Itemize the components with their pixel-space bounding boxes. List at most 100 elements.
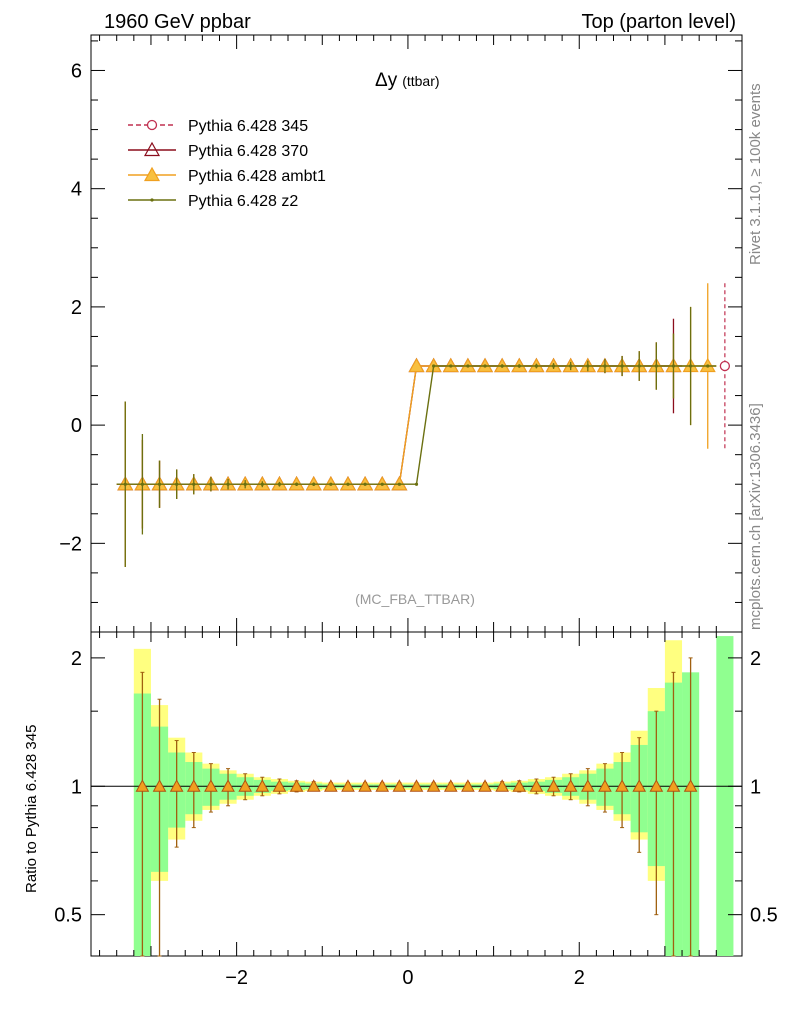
series-pythia-6-428-z2-point xyxy=(380,482,384,486)
ratio-point xyxy=(306,779,321,792)
legend-marker xyxy=(143,166,161,182)
series-pythia-6-428-z2-point xyxy=(517,364,521,368)
ratio-point xyxy=(409,779,424,792)
ratio-point xyxy=(238,779,253,792)
ratio-point xyxy=(135,779,150,792)
header-right-label: Top (parton level) xyxy=(581,11,736,33)
legend: Pythia 6.428 345 Pythia 6.428 370 Pythia 6… xyxy=(128,118,326,210)
main-ytick-label: 6 xyxy=(71,60,82,82)
legend-marker xyxy=(150,198,154,202)
series-pythia-6-428-z2-point xyxy=(569,364,573,368)
series-pythia-6-428-z2-point xyxy=(432,364,436,368)
ratio-point xyxy=(272,779,287,792)
ratio-ytick-label-right: 2 xyxy=(750,648,761,670)
legend-label: Pythia 6.428 z2 xyxy=(188,193,298,210)
ratio-point xyxy=(512,779,527,792)
ratio-ytick-label-right: 1 xyxy=(750,776,761,798)
ratio-point xyxy=(683,779,698,792)
series-pythia-6-428-345-point xyxy=(719,360,731,372)
series-pythia-6-428-z2-point xyxy=(312,482,316,486)
series-pythia-6-428-ambt1-point xyxy=(408,357,425,373)
legend-label: Pythia 6.428 370 xyxy=(188,143,308,160)
series-pythia-6-428-z2-point xyxy=(637,364,641,368)
main-ytick-label: 2 xyxy=(71,297,82,319)
main-ytick-label: 4 xyxy=(71,179,82,201)
ratio-ylabel: Ratio to Pythia 6.428 345 xyxy=(23,725,40,893)
series-pythia-6-428-z2-point xyxy=(260,482,264,486)
legend-label: Pythia 6.428 ambt1 xyxy=(188,168,326,185)
xtick-label: 2 xyxy=(574,967,585,989)
ratio-point xyxy=(323,779,338,792)
ratio-point xyxy=(666,779,681,792)
series-pythia-6-428-z2-point xyxy=(277,482,282,486)
main-ytick-label: 0 xyxy=(71,415,82,437)
series-pythia-6-428-z2-point xyxy=(500,364,504,368)
series-pythia-6-428-z2-point xyxy=(294,482,299,486)
ratio-point xyxy=(529,779,544,792)
ratio-point xyxy=(186,779,201,792)
series-pythia-6-428-z2-point xyxy=(226,482,230,486)
ratio-point xyxy=(221,779,235,792)
series-pythia-6-428-z2-point xyxy=(620,364,624,368)
legend-label: Pythia 6.428 345 xyxy=(188,118,308,135)
ratio-point xyxy=(598,779,612,792)
series-pythia-6-428-z2-point xyxy=(654,364,658,368)
series-pythia-6-428-z2-point xyxy=(140,482,144,486)
ratio-point xyxy=(392,779,407,792)
ratio-point xyxy=(495,779,510,792)
ratio-point xyxy=(204,779,218,792)
main-ytick-label: −2 xyxy=(59,533,82,555)
xtick-label: −2 xyxy=(225,967,248,989)
xtick-label: 0 xyxy=(402,967,413,989)
plot-title: Δy (ttbar) xyxy=(375,70,440,91)
ratio-plot-frame xyxy=(90,631,743,957)
series-pythia-6-428-z2-point xyxy=(483,364,487,368)
ratio-point xyxy=(255,779,270,792)
ratio-point xyxy=(169,779,184,792)
ratio-point xyxy=(375,779,390,792)
series-pythia-6-428-z2-point xyxy=(466,364,470,368)
ratio-point xyxy=(478,779,492,792)
ratio-point xyxy=(615,779,629,792)
series-pythia-6-428-z2-point xyxy=(689,364,693,368)
series-pythia-6-428-z2-point xyxy=(209,482,213,486)
series-pythia-6-428-z2-point xyxy=(397,482,401,486)
ratio-point xyxy=(289,779,304,792)
ratio-point xyxy=(563,779,578,792)
analysis-label: (MC_FBA_TTBAR) xyxy=(355,591,475,607)
ratio-point xyxy=(358,779,372,792)
ratio-ytick-label: 1 xyxy=(71,776,82,798)
legend-marker xyxy=(143,141,161,157)
ratio-band-green xyxy=(716,636,734,956)
ratio-points xyxy=(135,657,698,957)
axes-layer: −2 0 2 4 6 −2 0 2 0.5 0.5 1 1 2 2 xyxy=(54,35,778,989)
rivet-version-label: Rivet 3.1.10, ≥ 100k events xyxy=(747,83,764,265)
series-pythia-6-428-z2-point xyxy=(346,482,350,486)
ratio-point xyxy=(461,779,475,792)
series-pythia-6-428-z2-point xyxy=(363,482,367,486)
ratio-ytick-label: 2 xyxy=(71,648,82,670)
series-pythia-6-428-370-line xyxy=(116,365,683,485)
series-pythia-6-428-z2-point xyxy=(671,364,676,368)
series-pythia-6-428-z2-point xyxy=(329,482,333,486)
ratio-point xyxy=(152,779,167,792)
plot-title-main: Δy xyxy=(375,70,398,91)
series-pythia-6-428-z2-point xyxy=(243,482,247,486)
ratio-point xyxy=(443,779,458,792)
series-pythia-6-428-z2-point xyxy=(157,482,162,486)
mcplots-label: mcplots.cern.ch [arXiv:1306.3436] xyxy=(747,403,764,630)
series-pythia-6-428-z2-line xyxy=(116,365,717,485)
ratio-uncertainty-bands xyxy=(133,636,734,956)
series-pythia-6-428-z2-point xyxy=(586,364,590,368)
legend-marker xyxy=(146,119,158,131)
ratio-point xyxy=(546,779,561,792)
ratio-point xyxy=(341,779,355,792)
series-pythia-6-428-z2-point xyxy=(603,364,607,368)
series-pythia-6-428-z2-point xyxy=(551,364,556,368)
ratio-point xyxy=(649,779,664,792)
ratio-point xyxy=(580,779,595,792)
ratio-point xyxy=(426,779,441,792)
series-pythia-6-428-ambt1-line xyxy=(116,365,717,485)
series-pythia-6-428-z2-point xyxy=(706,364,710,368)
